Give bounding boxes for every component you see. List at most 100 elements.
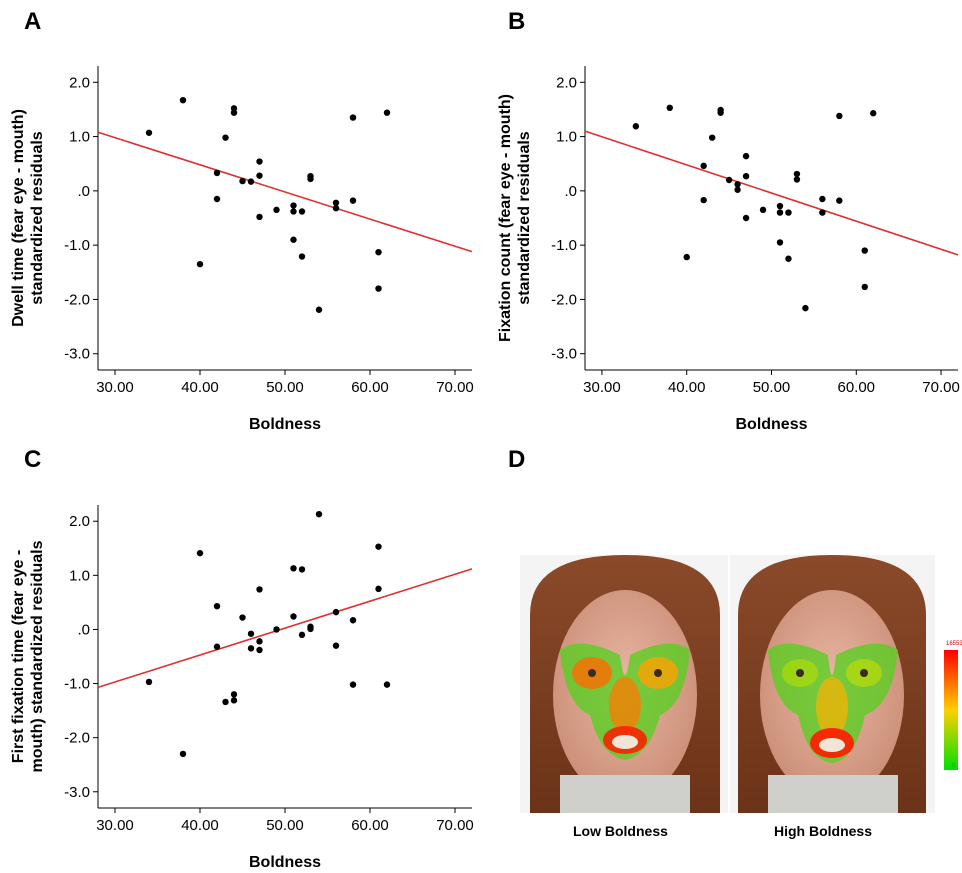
y-tick-label: -3.0 [64,784,90,801]
data-point [742,152,750,160]
data-point [256,638,263,645]
y-tick-label: .0 [77,183,90,200]
data-point [247,630,255,637]
data-point [298,253,306,260]
data-point [683,253,690,261]
data-point [213,195,221,203]
data-point [776,202,784,210]
colorbar-top-label: 16553 [946,641,962,647]
y-axis-title-line: First fixation time (fear eye - [10,550,27,763]
data-point [256,158,263,165]
data-point [375,543,382,550]
y-tick-label: .0 [77,621,90,638]
chart-a: 2.0 1.0 .0 -1.0 -2.0 -3.0 30.00 40.00 50.00 60.00… [10,66,474,433]
data-point [861,247,868,254]
data-point [239,177,246,185]
data-point [700,162,707,170]
data-point [273,206,280,214]
data-point [256,213,263,221]
data-point [776,239,784,246]
x-tick-label: 70.00 [436,817,474,834]
heatmap-colorbar [944,650,958,770]
data-point [725,176,733,184]
data-point [145,129,153,136]
data-point [230,109,238,116]
data-point [298,631,306,639]
data-point [349,197,357,204]
x-tick-label: 40.00 [181,817,219,834]
data-point [349,617,357,624]
data-point [785,209,792,216]
x-tick-label: 50.00 [266,379,304,396]
data-point [375,585,382,593]
fit-line [584,130,959,256]
y-tick-label: -1.0 [64,676,90,693]
face-low-boldness [520,555,728,813]
data-point [256,172,263,179]
data-point [179,750,187,758]
data-point [759,206,767,214]
colorbar-bottom-label: 0 [952,763,956,769]
data-point [256,586,263,593]
y-tick-label: 2.0 [69,513,90,530]
x-tick-label: 30.00 [583,379,621,396]
data-point [861,283,868,291]
fit-line [97,131,473,253]
data-point [298,208,306,215]
x-axis-title: Boldness [735,416,807,433]
y-tick-label: -3.0 [64,346,90,363]
data-point [734,181,741,188]
y-axis-title-line: standardized residuals [516,131,533,304]
data-point [273,626,280,633]
data-point [307,175,314,183]
data-point [375,285,382,292]
data-point [230,697,238,704]
data-point [819,209,826,216]
panel-letter-b: B [508,8,526,35]
data-point [785,255,792,262]
data-point [632,123,640,130]
data-point [734,186,741,193]
data-point [819,195,826,203]
data-point [247,178,255,185]
data-point [213,602,221,610]
data-point [700,196,707,204]
data-point [375,249,382,256]
data-point [290,565,297,572]
y-tick-label: -2.0 [64,291,90,308]
y-tick-label: -1.0 [64,237,90,254]
y-tick-label: -2.0 [551,291,577,308]
y-tick-label: -2.0 [64,730,90,747]
data-point [196,260,204,268]
data-point [196,549,204,557]
x-tick-label: 60.00 [351,379,389,396]
x-tick-label: 50.00 [753,379,791,396]
data-point [315,306,323,313]
y-axis-title-line: mouth) standardized residuals [29,540,46,772]
data-point [836,112,843,120]
y-tick-label: 1.0 [556,129,577,146]
data-point [290,208,297,215]
chart-b: 2.0 1.0 .0 -1.0 -2.0 -3.0 30.00 40.00 50.00 60.00… [497,66,960,433]
data-point [332,199,340,206]
data-point [298,566,306,573]
panel-letter-a: A [24,8,42,35]
data-point [315,510,323,518]
data-point [383,109,391,116]
panel-letter-c: C [24,446,42,473]
data-point [383,681,391,688]
data-point [708,134,716,141]
x-tick-label: 70.00 [922,379,960,396]
y-tick-label: 1.0 [69,567,90,584]
data-point [239,614,246,621]
data-point [256,646,263,654]
data-point [145,678,153,686]
data-point [213,643,221,650]
caption-low-boldness: Low Boldness [573,823,668,839]
x-tick-label: 60.00 [837,379,875,396]
data-point [717,109,724,116]
data-point [332,205,340,212]
data-point [776,209,784,216]
data-point [332,608,340,616]
